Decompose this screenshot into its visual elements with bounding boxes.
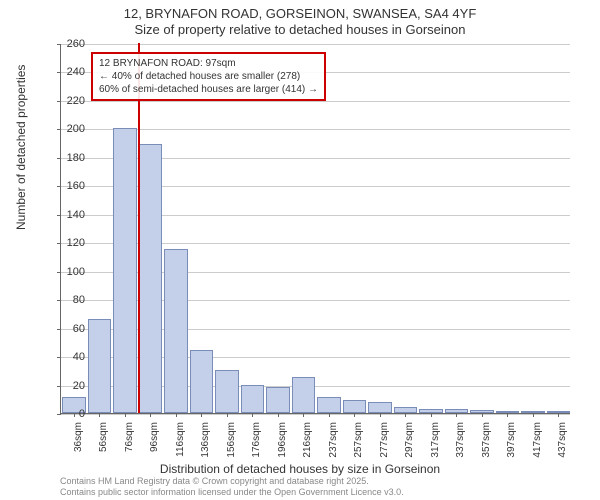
xtick-label: 237sqm (328, 422, 339, 462)
bar (139, 144, 163, 413)
xtick-label: 216sqm (302, 422, 313, 462)
bar (241, 385, 265, 413)
xtick-mark (99, 413, 100, 417)
ytick-label: 20 (55, 380, 85, 392)
annotation-line: 60% of semi-detached houses are larger (… (99, 83, 318, 96)
xtick-mark (431, 413, 432, 417)
xtick-label: 116sqm (175, 422, 186, 462)
bar (215, 370, 239, 413)
xtick-mark (507, 413, 508, 417)
y-axis-label: Number of detached properties (14, 65, 28, 230)
ytick-label: 120 (55, 237, 85, 249)
ytick-label: 140 (55, 209, 85, 221)
xtick-mark (329, 413, 330, 417)
annotation-line: 12 BRYNAFON ROAD: 97sqm (99, 57, 318, 70)
xtick-label: 136sqm (200, 422, 211, 462)
bar (190, 350, 214, 413)
xtick-label: 257sqm (353, 422, 364, 462)
xtick-mark (201, 413, 202, 417)
footer-text: Contains HM Land Registry data © Crown c… (60, 476, 404, 498)
xtick-label: 437sqm (557, 422, 568, 462)
bar (164, 249, 188, 413)
xtick-label: 277sqm (379, 422, 390, 462)
xtick-label: 156sqm (226, 422, 237, 462)
ytick-label: 260 (55, 38, 85, 50)
footer-line2: Contains public sector information licen… (60, 487, 404, 498)
chart-title-main: 12, BRYNAFON ROAD, GORSEINON, SWANSEA, S… (0, 6, 600, 21)
annotation-box: 12 BRYNAFON ROAD: 97sqm← 40% of detached… (91, 52, 326, 101)
bar (88, 319, 112, 413)
xtick-label: 96sqm (149, 422, 160, 462)
bar (292, 377, 316, 413)
xtick-mark (150, 413, 151, 417)
xtick-mark (405, 413, 406, 417)
xtick-mark (533, 413, 534, 417)
gridline (61, 414, 570, 415)
ytick-label: 160 (55, 180, 85, 192)
ytick-label: 0 (55, 408, 85, 420)
ytick-label: 180 (55, 152, 85, 164)
xtick-mark (278, 413, 279, 417)
x-axis-label: Distribution of detached houses by size … (0, 462, 600, 476)
xtick-label: 357sqm (481, 422, 492, 462)
ytick-label: 100 (55, 266, 85, 278)
xtick-mark (303, 413, 304, 417)
xtick-label: 56sqm (98, 422, 109, 462)
annotation-line: ← 40% of detached houses are smaller (27… (99, 70, 318, 83)
footer-line1: Contains HM Land Registry data © Crown c… (60, 476, 404, 487)
ytick-label: 60 (55, 323, 85, 335)
xtick-mark (227, 413, 228, 417)
xtick-label: 317sqm (430, 422, 441, 462)
xtick-mark (558, 413, 559, 417)
ytick-label: 40 (55, 351, 85, 363)
ytick-label: 220 (55, 95, 85, 107)
xtick-mark (354, 413, 355, 417)
bar (113, 128, 137, 413)
chart-title-sub: Size of property relative to detached ho… (0, 22, 600, 37)
xtick-mark (380, 413, 381, 417)
xtick-label: 397sqm (506, 422, 517, 462)
xtick-label: 36sqm (73, 422, 84, 462)
bar (368, 402, 392, 413)
ytick-label: 240 (55, 66, 85, 78)
xtick-label: 176sqm (251, 422, 262, 462)
xtick-mark (482, 413, 483, 417)
ytick-label: 80 (55, 294, 85, 306)
bar (343, 400, 367, 413)
plot-area: 12 BRYNAFON ROAD: 97sqm← 40% of detached… (60, 44, 570, 414)
xtick-mark (125, 413, 126, 417)
xtick-label: 297sqm (404, 422, 415, 462)
xtick-label: 76sqm (124, 422, 135, 462)
xtick-mark (176, 413, 177, 417)
xtick-mark (252, 413, 253, 417)
chart-container: 12, BRYNAFON ROAD, GORSEINON, SWANSEA, S… (0, 0, 600, 500)
xtick-label: 196sqm (277, 422, 288, 462)
bar (266, 387, 290, 413)
xtick-label: 337sqm (455, 422, 466, 462)
bar (317, 397, 341, 413)
xtick-label: 417sqm (532, 422, 543, 462)
xtick-mark (456, 413, 457, 417)
ytick-label: 200 (55, 123, 85, 135)
